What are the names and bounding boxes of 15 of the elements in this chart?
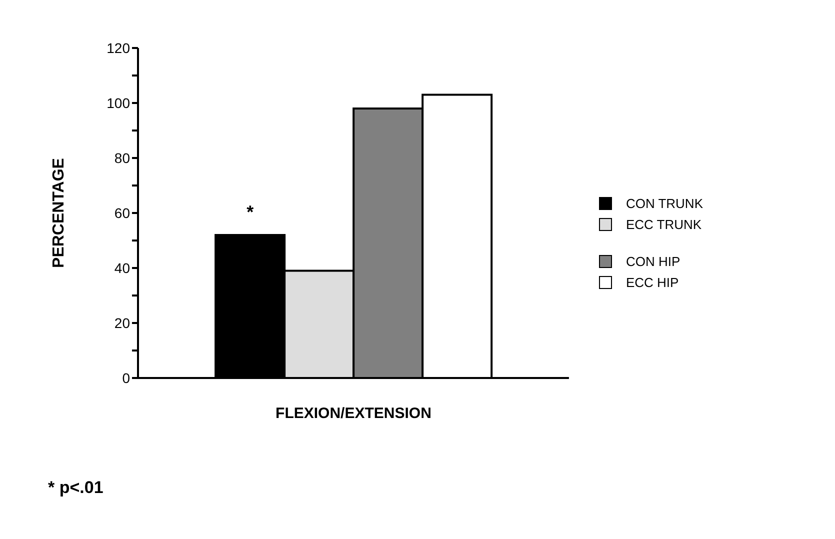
x-axis-title: FLEXION/EXTENSION [276, 405, 432, 422]
y-tick-label: 100 [106, 94, 130, 111]
text: * p<.01 [48, 478, 104, 498]
y-tick-label: 120 [106, 40, 130, 56]
y-tick-label: 80 [114, 150, 130, 166]
legend-label: ECC TRUNK [626, 217, 702, 232]
legend-label: ECC HIP [626, 275, 679, 290]
annotation: * [246, 202, 254, 222]
y-tick-label: 40 [114, 260, 130, 276]
y-axis-title: PERCENTAGE [50, 158, 68, 268]
legend-label: CON HIP [626, 254, 680, 269]
y-tick-label: 0 [122, 370, 130, 386]
legend-label: CON TRUNK [626, 196, 703, 211]
y-tick-label: 60 [114, 204, 130, 221]
y-tick-label: 20 [114, 314, 130, 331]
